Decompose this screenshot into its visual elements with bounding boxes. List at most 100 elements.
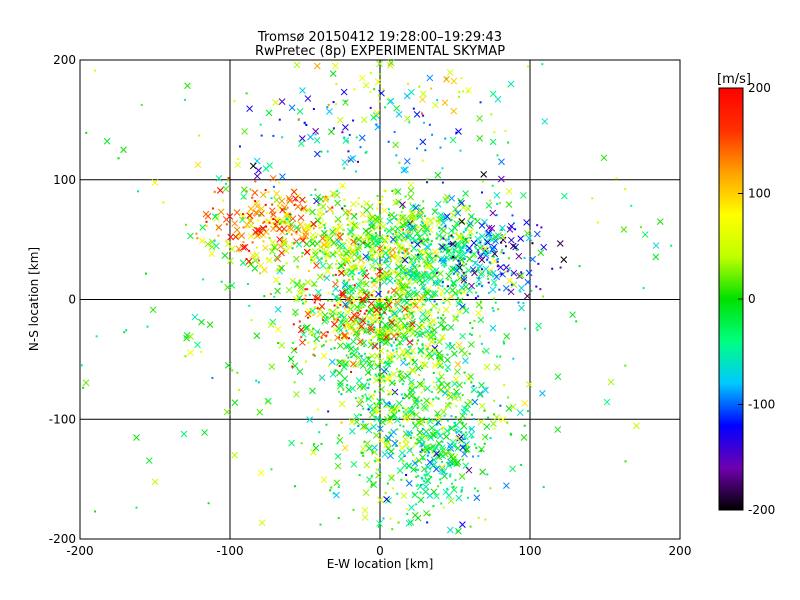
data-point-cross [222,216,230,223]
data-point-cross [290,188,298,196]
data-point-cross [483,423,491,431]
data-point-cross [337,382,344,390]
data-point-cross [421,270,428,278]
data-point-dot [364,151,367,154]
data-point-dot [475,270,478,273]
data-point-cross [304,279,312,286]
data-point-dot [327,198,330,201]
data-point-dot [404,295,407,298]
data-point-cross [441,389,449,397]
data-point-dot [487,277,490,280]
data-point-cross [431,461,438,468]
data-point-cross [309,257,317,264]
data-point-cross [355,377,363,385]
data-point-dot [224,182,227,185]
data-point-dot [441,460,444,463]
data-point-dot [526,409,529,412]
colorbar-tick-label: 0 [748,292,756,306]
data-point-cross [445,492,453,499]
data-point-dot [415,386,418,389]
data-point-dot [393,295,396,298]
data-point-dot [450,218,453,221]
data-point-dot [348,297,351,300]
data-point-dot [202,278,205,281]
data-point-dot [510,283,513,286]
data-point-cross [370,234,378,241]
data-point-dot [297,226,300,229]
data-point-cross [516,409,524,417]
data-point-dot [336,442,339,445]
data-point-cross [450,77,458,85]
data-point-dot [343,167,346,170]
data-point-dot [367,251,370,254]
data-point-dot [323,223,326,226]
data-point-dot [256,246,259,249]
data-point-dot [309,315,312,318]
y-tick-label: 0 [68,293,76,307]
data-point-dot [471,413,474,416]
data-point-dot [397,521,400,524]
data-point-dot [419,491,422,494]
data-point-dot [393,355,396,358]
data-point-dot [435,303,438,306]
data-point-dot [370,483,373,486]
data-point-cross [408,88,415,96]
data-point-dot [421,458,424,461]
data-point-dot [423,303,426,306]
data-point-dot [477,268,480,271]
data-point-cross [470,386,478,394]
data-point-dot [480,450,483,453]
data-point-dot [387,252,390,255]
x-tick-label: 0 [376,544,384,558]
data-point-cross [362,489,370,496]
data-point-dot [466,496,469,499]
data-point-dot [278,282,281,285]
data-point-dot [405,336,408,339]
data-point-cross [367,323,374,331]
data-point-dot [383,246,386,249]
data-point-dot [233,100,236,103]
data-point-cross [369,480,377,488]
data-point-cross [483,363,491,371]
data-point-cross [421,226,429,234]
data-point-dot [401,286,404,289]
data-point-dot [262,240,265,243]
data-point-dot [195,232,198,235]
data-point-dot [466,294,469,297]
data-point-dot [331,212,334,215]
data-point-dot [257,259,260,262]
data-point-cross [361,514,369,521]
data-point-dot [367,294,370,297]
data-point-cross [484,238,491,246]
data-point-cross [388,474,395,482]
data-point-dot [380,320,383,323]
data-point-dot [360,265,363,268]
data-point-cross [249,162,257,170]
data-point-cross [253,332,261,340]
data-point-dot [324,253,327,256]
data-point-dot [351,265,354,268]
data-point-cross [485,229,493,237]
data-point-dot [415,270,418,273]
data-point-cross [231,451,239,459]
data-point-dot [406,363,409,366]
grid-lines [80,60,680,539]
data-point-dot [367,386,370,389]
data-point-dot [400,478,403,481]
data-point-dot [248,218,251,221]
data-point-dot [258,214,261,217]
data-point-dot [272,218,275,221]
data-point-dot [426,238,429,241]
data-point-cross [293,224,301,231]
data-point-dot [434,337,437,340]
data-point-cross [357,256,365,264]
data-point-dot [416,342,419,345]
data-point-cross [224,362,232,369]
data-point-dot [236,371,239,374]
data-point-dot [367,291,370,294]
data-point-cross [437,451,445,459]
data-point-cross [398,444,406,452]
data-point-cross [396,467,404,474]
data-point-dot [361,274,364,277]
data-point-dot [375,375,378,378]
